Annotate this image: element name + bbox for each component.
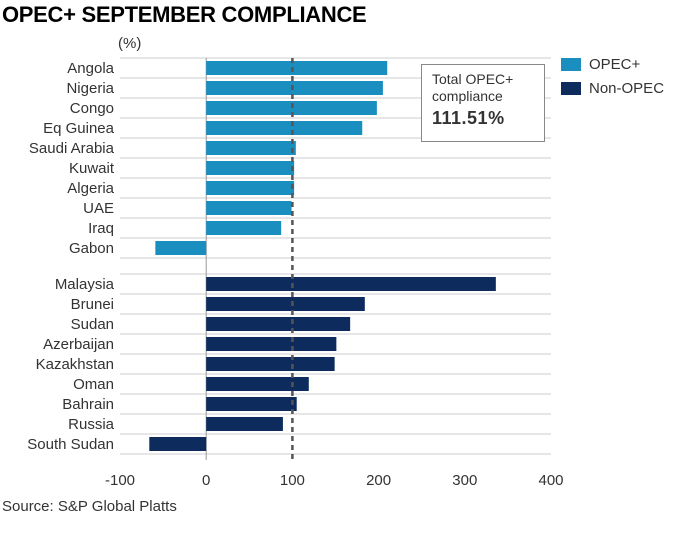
category-label-saudi-arabia: Saudi Arabia (29, 140, 115, 157)
legend-item-opec: OPEC+ (561, 54, 640, 74)
unit-label: (%) (118, 35, 141, 52)
x-tick-label: 200 (366, 472, 391, 489)
category-label-angola: Angola (67, 60, 114, 77)
category-label-brunei: Brunei (71, 296, 114, 313)
legend-swatch-non-opec (561, 81, 581, 95)
category-label-bahrain: Bahrain (62, 396, 114, 413)
legend-label-opec: OPEC+ (589, 55, 641, 73)
category-label-eq-guinea: Eq Guinea (43, 120, 115, 137)
category-label-gabon: Gabon (69, 240, 114, 257)
bar-kuwait (206, 161, 295, 175)
category-label-nigeria: Nigeria (66, 80, 114, 97)
chart-title: OPEC+ SEPTEMBER COMPLIANCE (2, 2, 367, 27)
category-label-congo: Congo (70, 100, 114, 117)
category-label-russia: Russia (68, 416, 115, 433)
annotation-value: 111.51% (432, 108, 505, 128)
bar-eq-guinea (206, 121, 363, 135)
category-label-iraq: Iraq (88, 220, 114, 237)
bar-bahrain (206, 397, 297, 411)
x-tick-label: 300 (452, 472, 477, 489)
legend-item-non-opec: Non-OPEC (561, 78, 664, 98)
category-label-azerbaijan: Azerbaijan (43, 336, 114, 353)
x-tick-label: 0 (202, 472, 210, 489)
x-tick-label: 100 (280, 472, 305, 489)
bar-azerbaijan (206, 337, 337, 351)
category-label-algeria: Algeria (67, 180, 114, 197)
legend-label-non-opec: Non-OPEC (589, 79, 665, 97)
compliance-annotation: Total OPEC+ compliance 111.51% (421, 64, 545, 142)
bar-sudan (206, 317, 351, 331)
bar-iraq (206, 221, 282, 235)
annotation-line-1: Total OPEC+ (432, 71, 514, 87)
category-label-kazakhstan: Kazakhstan (36, 356, 114, 373)
bar-south-sudan (149, 437, 207, 451)
category-label-malaysia: Malaysia (55, 276, 115, 293)
annotation-line-2: compliance (432, 88, 503, 104)
bar-oman (206, 377, 309, 391)
category-label-kuwait: Kuwait (69, 160, 115, 177)
bar-saudi-arabia (206, 141, 296, 155)
bar-brunei (206, 297, 365, 311)
bar-angola (206, 61, 388, 75)
bar-kazakhstan (206, 357, 335, 371)
legend-swatch-opec (561, 57, 581, 71)
bar-uae (206, 201, 292, 215)
bar-russia (206, 417, 283, 431)
category-label-sudan: Sudan (71, 316, 114, 333)
bar-nigeria (206, 81, 383, 95)
category-label-south-sudan: South Sudan (27, 436, 114, 453)
bar-algeria (206, 181, 295, 195)
category-label-uae: UAE (83, 200, 114, 217)
x-tick-label: 400 (538, 472, 563, 489)
source-note: Source: S&P Global Platts (2, 498, 177, 515)
bar-gabon (155, 241, 207, 255)
bar-malaysia (206, 277, 496, 291)
category-label-oman: Oman (73, 376, 114, 393)
x-tick-label: -100 (105, 472, 135, 489)
